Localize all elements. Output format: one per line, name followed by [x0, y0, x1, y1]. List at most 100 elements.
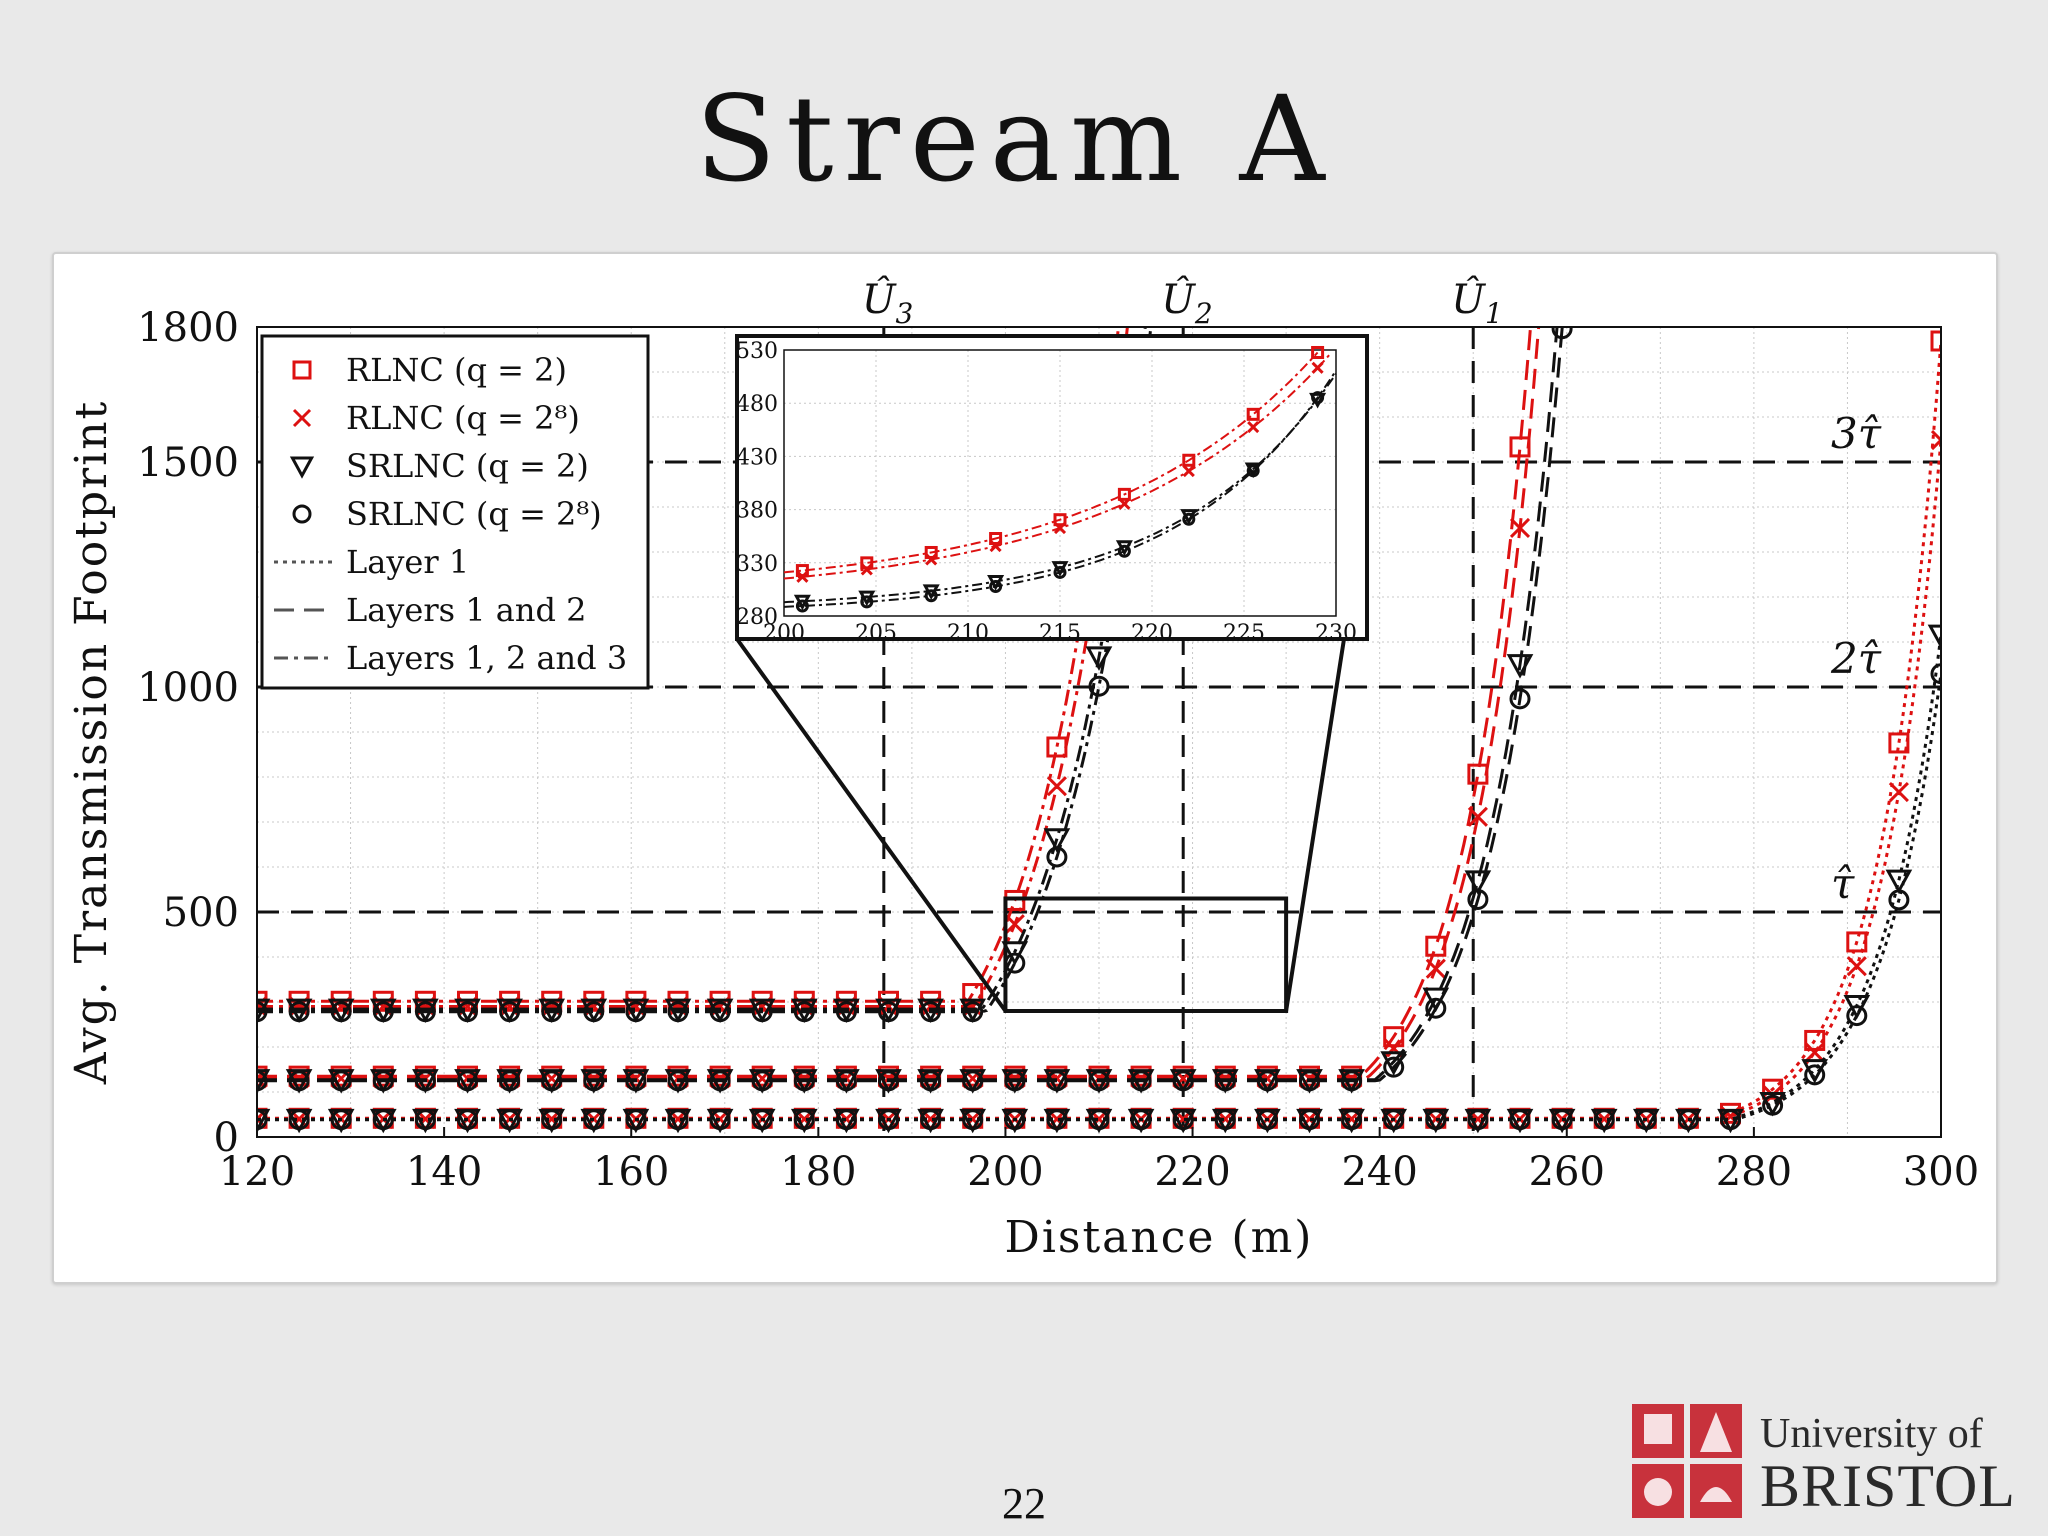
- inset-data-point-circle: [924, 589, 938, 603]
- data-point-circle: [667, 1070, 689, 1092]
- y-axis-label: Avg. Transmission Footprint: [66, 400, 117, 1085]
- data-point-circle: [457, 1001, 478, 1023]
- data-point-circle: [1888, 889, 1910, 911]
- inset-x-tick-label: 210: [947, 621, 989, 646]
- inset-x-tick-label: 200: [763, 621, 805, 646]
- data-point-triangle-down: [1043, 828, 1071, 853]
- x-tick-label: 120: [219, 1149, 295, 1195]
- data-point-square: [1888, 732, 1910, 754]
- threshold-label: τ̂: [1831, 859, 1855, 908]
- data-point-circle: [457, 1109, 478, 1131]
- data-point-circle: [457, 1070, 478, 1092]
- zoom-region: [1003, 896, 1289, 1013]
- inset-data-point-x: [1118, 497, 1131, 510]
- data-point-triangle-down: [412, 998, 439, 1024]
- inset-x-tick-label: 215: [1039, 621, 1081, 646]
- data-point-triangle-down: [706, 998, 734, 1024]
- inset-data-point-circle: [860, 595, 874, 609]
- data-point-circle: [920, 1001, 942, 1023]
- legend-label: Layers 1, 2 and 3: [346, 639, 627, 677]
- x-tick-label: 140: [406, 1149, 482, 1195]
- data-point-circle: [793, 1109, 815, 1131]
- y-tick-label: 1000: [137, 665, 239, 711]
- data-point-circle: [372, 1001, 394, 1023]
- threshold-label: 3τ̂: [1831, 409, 1882, 458]
- inset-x-tick-label: 220: [1131, 621, 1173, 646]
- data-point-triangle-down: [538, 998, 566, 1024]
- data-point-circle: [330, 1001, 352, 1023]
- data-point-circle: [1004, 1070, 1026, 1092]
- chart-axes: 120 140 160 180 200 220 240 260 280 300 0 500 1000 15…: [66, 305, 1979, 1263]
- legend-marker-triangle-down: [289, 456, 315, 479]
- inset-plot-frame: [783, 349, 1337, 617]
- legend-marker-square: [292, 360, 312, 380]
- inset-data-point-circle: [1053, 565, 1067, 579]
- data-point-circle: [1720, 1109, 1741, 1131]
- legend-label: SRLNC (q = 2⁸): [346, 495, 602, 533]
- legend-marker-circle: [292, 504, 312, 524]
- series-line: [257, 673, 1941, 1122]
- data-point-square: [1383, 1026, 1405, 1048]
- inset-y-tick-label: 430: [736, 445, 778, 470]
- data-point-circle: [1172, 1070, 1194, 1092]
- data-point-triangle-down: [1843, 994, 1871, 1020]
- data-point-circle: [1214, 1109, 1236, 1131]
- inset-x-tick-label: 225: [1223, 621, 1265, 646]
- data-point-circle: [920, 1070, 942, 1092]
- data-point-circle: [1467, 888, 1489, 910]
- data-point-circle: [288, 1001, 310, 1023]
- data-point-circle: [1004, 1109, 1026, 1131]
- data-point-square: [1425, 935, 1447, 957]
- data-point-triangle-down: [1001, 941, 1029, 966]
- data-point-circle: [1551, 1109, 1573, 1131]
- data-point-circle: [414, 1109, 436, 1131]
- y-tick-label: 1800: [137, 305, 239, 351]
- data-point-x: [1509, 517, 1531, 539]
- data-point-circle: [541, 1070, 563, 1092]
- data-point-triangle-down: [1422, 987, 1450, 1013]
- data-point-triangle-down: [454, 998, 481, 1024]
- data-point-x: [1930, 430, 1941, 451]
- user-distance-label: Û2: [1161, 276, 1213, 330]
- data-point-circle: [541, 1001, 563, 1023]
- data-point-circle: [1804, 1064, 1826, 1086]
- data-point-circle: [1467, 1109, 1489, 1131]
- legend-label: RLNC (q = 2): [346, 351, 567, 389]
- data-point-circle: [625, 1070, 647, 1092]
- data-point-circle: [1677, 1109, 1699, 1131]
- user-distance-label: Û3: [862, 276, 914, 330]
- data-point-triangle-down: [1085, 646, 1113, 671]
- logo-text-bristol: BRISTOL: [1760, 1453, 2016, 1519]
- inset-y-tick-label: 330: [736, 552, 778, 577]
- data-point-circle: [257, 1109, 268, 1131]
- data-point-circle: [1046, 1070, 1068, 1092]
- data-point-circle: [962, 1109, 984, 1131]
- data-point-circle: [709, 1001, 731, 1023]
- data-point-circle: [1299, 1070, 1320, 1092]
- inset-data-point-circle: [1311, 391, 1325, 405]
- data-point-circle: [751, 1001, 773, 1023]
- data-point-circle: [1088, 1109, 1110, 1131]
- data-point-circle: [583, 1109, 605, 1131]
- user-distance-label: Û1: [1451, 276, 1503, 330]
- data-point-circle: [583, 1001, 605, 1023]
- chart-legend: RLNC (q = 2) RLNC (q = 2⁸) SRLNC (q = 2) SR…: [260, 334, 650, 690]
- data-point-circle: [1846, 1005, 1868, 1027]
- threshold-label: 2τ̂: [1830, 634, 1882, 683]
- data-point-triangle-down: [622, 998, 650, 1024]
- data-point-circle: [962, 1070, 984, 1092]
- university-logo: University of BRISTOL: [1630, 1402, 2030, 1520]
- data-point-circle: [1341, 1109, 1363, 1131]
- data-point-square: [1930, 330, 1941, 352]
- data-point-circle: [1635, 1109, 1657, 1131]
- data-point-circle: [330, 1109, 352, 1131]
- legend-label: Layer 1: [346, 543, 469, 581]
- y-tick-label: 0: [214, 1115, 239, 1161]
- bristol-crest-icon: [1632, 1404, 1742, 1518]
- inset-data-point-square: [1117, 487, 1131, 501]
- data-point-triangle-down: [285, 998, 313, 1024]
- inset-y-tick-label: 280: [736, 605, 778, 630]
- inset-data-point-x: [925, 553, 938, 566]
- data-point-circle: [709, 1109, 731, 1131]
- data-point-circle: [1762, 1094, 1784, 1116]
